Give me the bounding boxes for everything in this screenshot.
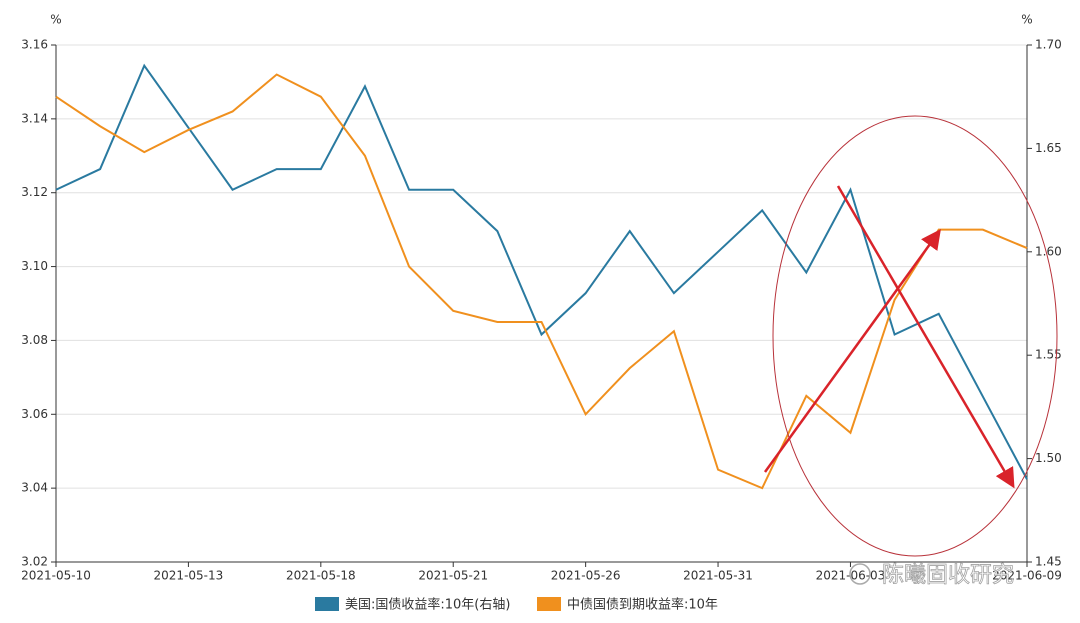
y2-tick-label: 1.45: [1035, 555, 1062, 569]
x-tick-label: 2021-05-13: [154, 569, 224, 583]
x-tick-label: 2021-05-26: [551, 569, 621, 583]
watermark-text: 陈曦固收研究: [882, 563, 1014, 588]
legend: 美国:国债收益率:10年(右轴) 中债国债到期收益率:10年: [315, 597, 718, 613]
y2-unit: %: [1021, 13, 1032, 27]
series-line: [55, 63, 1028, 480]
legend-swatch: [315, 597, 339, 611]
y-tick-label: 3.08: [21, 333, 48, 347]
x-tick-label: 2021-05-10: [21, 569, 91, 583]
x-tick-label: 2021-06-09: [992, 569, 1062, 583]
arrow-down: [836, 185, 1015, 489]
highlight-circle: [772, 115, 1058, 557]
y2-tick-label: 1.60: [1035, 244, 1062, 258]
y2-tick-label: 1.65: [1035, 141, 1062, 155]
y-tick-label: 3.14: [21, 111, 48, 125]
x-tick-label: 2021-05-21: [418, 569, 488, 583]
y2-tick-label: 1.50: [1035, 451, 1062, 465]
watermark: 陈曦固收研究: [849, 563, 1014, 588]
y-tick-label: 3.16: [21, 38, 48, 52]
y-tick-label: 3.04: [21, 481, 48, 495]
y-tick-label: 3.06: [21, 407, 48, 421]
arrow-up: [763, 228, 941, 473]
legend-label: 美国:国债收益率:10年(右轴): [345, 597, 510, 613]
y2-tick-label: 1.55: [1035, 348, 1062, 362]
legend-label: 中债国债到期收益率:10年: [567, 597, 718, 613]
x-tick-label: 2021-05-18: [286, 569, 356, 583]
legend-swatch: [537, 597, 561, 611]
y-tick-label: 3.02: [21, 555, 48, 569]
y2-tick-label: 1.70: [1035, 38, 1062, 52]
series-line: [55, 73, 1028, 490]
x-tick-label: 2021-05-31: [683, 569, 753, 583]
y-tick-label: 3.12: [21, 185, 48, 199]
y-tick-label: 3.10: [21, 259, 48, 273]
y-unit: %: [50, 13, 61, 27]
